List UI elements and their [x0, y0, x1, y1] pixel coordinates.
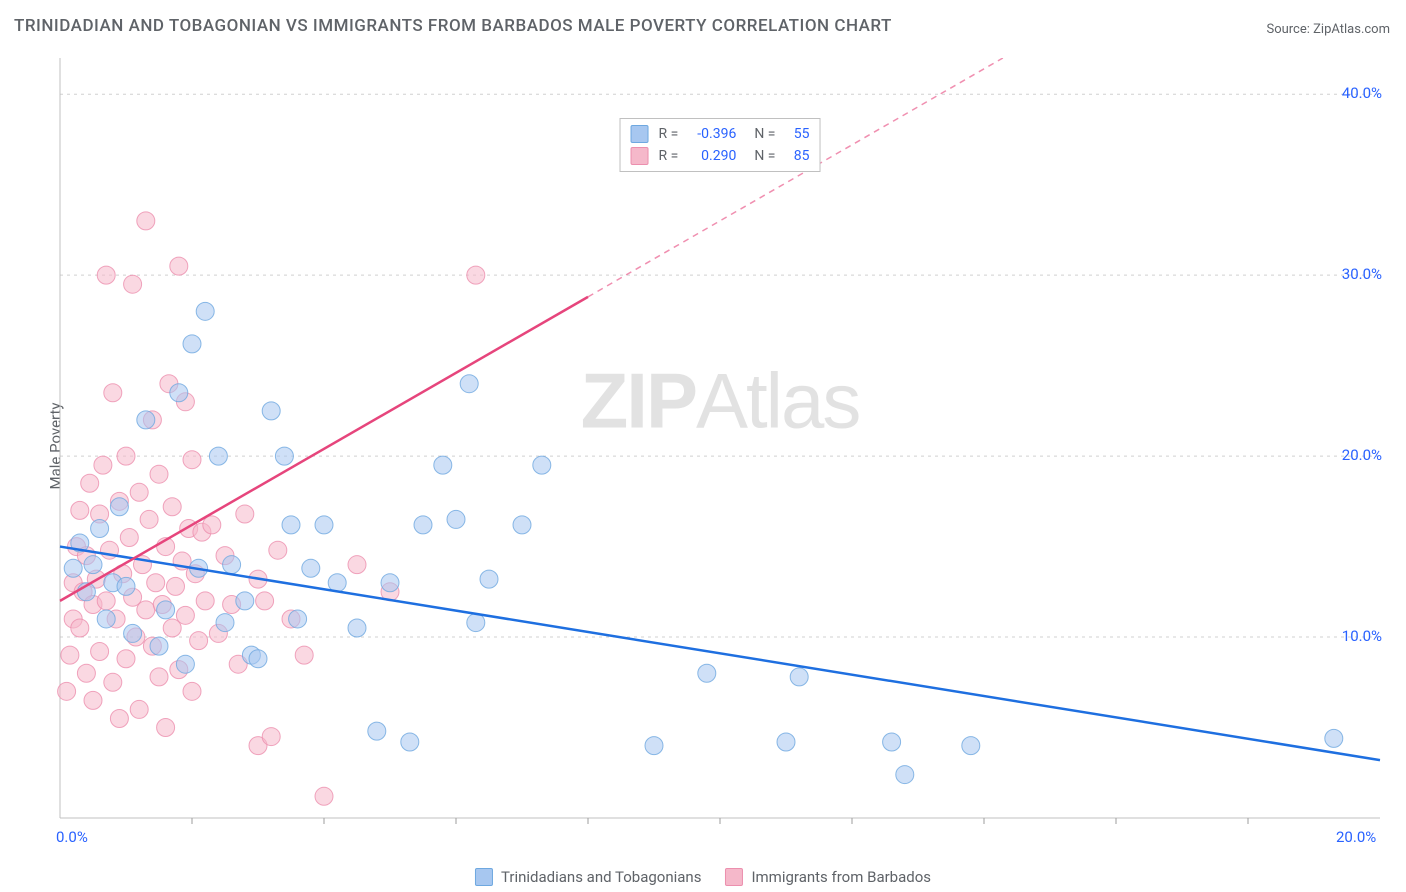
y-tick-label: 20.0% — [1342, 446, 1382, 464]
y-tick-label: 30.0% — [1342, 265, 1382, 283]
legend-swatch — [631, 147, 649, 165]
n-value: 85 — [781, 148, 809, 164]
source-attribution: Source: ZipAtlas.com — [1266, 22, 1390, 37]
series-legend-item: Trinidadians and Tobagonians — [475, 868, 701, 886]
legend-swatch — [725, 868, 743, 886]
correlation-legend-row: R = -0.396 N = 55 — [631, 123, 810, 145]
r-value: 0.290 — [684, 148, 736, 164]
correlation-legend: R = -0.396 N = 55 R = 0.290 N = 85 — [620, 118, 821, 172]
n-label: N = — [754, 126, 775, 142]
chart-title: TRINIDADIAN AND TOBAGONIAN VS IMMIGRANTS… — [14, 16, 892, 36]
r-label: R = — [659, 126, 679, 142]
series-legend-label: Immigrants from Barbados — [751, 868, 931, 886]
series-legend-label: Trinidadians and Tobagonians — [501, 868, 701, 886]
x-tick-label: 20.0% — [1336, 828, 1376, 846]
correlation-legend-row: R = 0.290 N = 85 — [631, 145, 810, 167]
series-legend: Trinidadians and Tobagonians Immigrants f… — [475, 868, 931, 886]
n-label: N = — [754, 148, 775, 164]
y-tick-label: 10.0% — [1342, 627, 1382, 645]
series-legend-item: Immigrants from Barbados — [725, 868, 931, 886]
y-tick-label: 40.0% — [1342, 84, 1382, 102]
legend-swatch — [631, 125, 649, 143]
n-value: 55 — [781, 126, 809, 142]
chart-svg — [50, 58, 1390, 838]
r-label: R = — [659, 148, 679, 164]
legend-swatch — [475, 868, 493, 886]
r-value: -0.396 — [684, 126, 736, 142]
chart-plot-area: ZIPAtlas R =-0.396N =55R =0.290N =85 10.… — [50, 58, 1390, 838]
x-tick-label: 0.0% — [56, 828, 88, 846]
